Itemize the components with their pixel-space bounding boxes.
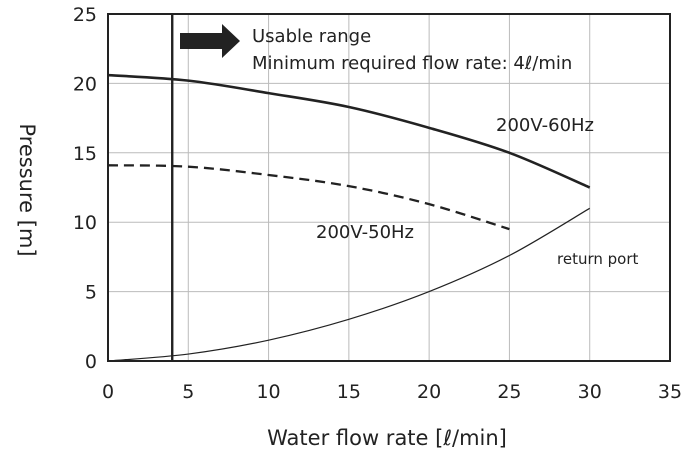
plot-frame xyxy=(107,13,671,362)
y-tick-label: 15 xyxy=(73,143,97,165)
y-tick-label: 25 xyxy=(73,4,97,26)
x-tick-label: 5 xyxy=(182,381,194,403)
series-200v-50hz xyxy=(107,164,510,231)
x-axis-title: Water flow rate [ℓ/min] xyxy=(267,426,507,450)
y-tick-label: 0 xyxy=(85,351,97,373)
series-200v-60hz xyxy=(107,73,591,189)
label-200v-50hz: 200V-50Hz xyxy=(316,222,414,243)
y-tick-label: 10 xyxy=(73,212,97,234)
x-tick-label: 10 xyxy=(256,381,280,403)
x-tick-label: 0 xyxy=(102,381,114,403)
x-tick-label: 20 xyxy=(417,381,441,403)
x-tick-label: 35 xyxy=(658,381,682,403)
y-tick-label: 20 xyxy=(73,73,97,95)
y-axis-title: Pressure [m] xyxy=(15,123,39,256)
tick-labels: 0 5 10 15 20 25 30 35 0 5 10 15 20 25 xyxy=(73,4,682,403)
x-tick-label: 15 xyxy=(337,381,361,403)
min-flow-label: Minimum required flow rate: 4ℓ/min xyxy=(252,53,572,74)
usable-range-label: Usable range xyxy=(252,26,371,47)
label-200v-60hz: 200V-60Hz xyxy=(496,115,594,136)
x-tick-label: 25 xyxy=(497,381,521,403)
label-return-port: return port xyxy=(557,250,638,268)
series-return-port xyxy=(107,207,591,362)
curve-layer xyxy=(107,14,591,362)
x-tick-label: 30 xyxy=(578,381,602,403)
y-tick-label: 5 xyxy=(85,282,97,304)
usable-range-arrow-icon xyxy=(180,24,240,58)
